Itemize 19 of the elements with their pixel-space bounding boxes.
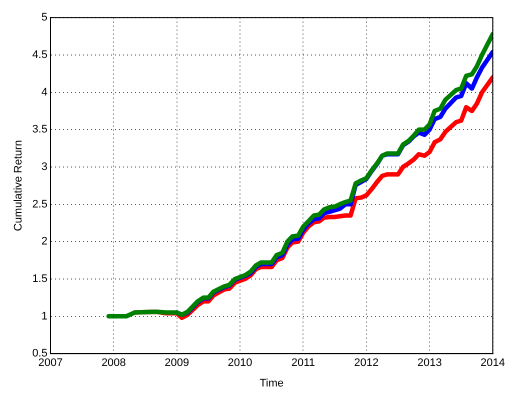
x-tick-label: 2007 [38, 357, 63, 370]
y-tick-label: 5 [41, 12, 48, 24]
x-tick-label: 2009 [164, 357, 190, 370]
x-tick-label: 2010 [228, 357, 252, 370]
y-tick-label: 3 [41, 160, 48, 173]
y-tick-label: 2.5 [32, 198, 48, 210]
x-tick-label: 2014 [480, 357, 506, 370]
y-tick-label: 2 [41, 236, 48, 248]
y-tick-label: 4.5 [32, 48, 48, 61]
x-tick-label: 2012 [354, 357, 379, 370]
y-tick-label: 1 [41, 310, 48, 322]
x-tick-label: 2013 [417, 357, 442, 370]
y-tick-label: 3.5 [32, 124, 48, 136]
y-tick-label: 4 [41, 86, 48, 98]
x-axis-title: Time [260, 377, 284, 390]
x-tick-label: 2011 [291, 357, 316, 370]
x-tick-label: 2008 [101, 357, 126, 370]
y-axis-title: Cumulative Return [12, 140, 25, 232]
y-tick-label: 1.5 [32, 272, 48, 285]
